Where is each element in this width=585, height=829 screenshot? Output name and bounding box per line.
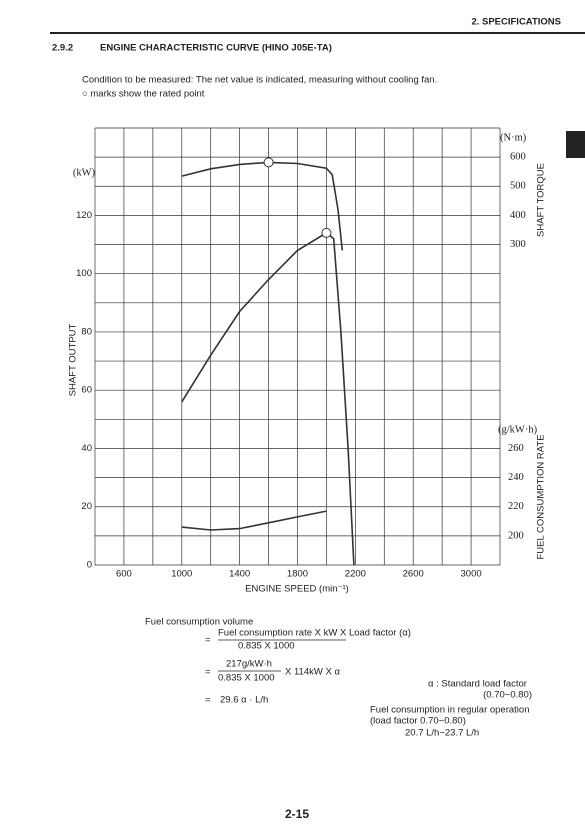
y3-tick-label: 260 <box>508 443 524 454</box>
y-tick-label: 100 <box>76 268 92 279</box>
y-tick-label: 0 <box>87 560 92 571</box>
y2-tick-label: 300 <box>510 239 526 250</box>
x-tick-label: 2600 <box>403 569 424 580</box>
equals: = <box>205 667 211 678</box>
curve <box>181 510 327 531</box>
result: 29.6 α · L/h <box>220 695 268 706</box>
y3-label: FUEL CONSUMPTION RATE <box>536 434 547 559</box>
y2-tick-label: 600 <box>510 152 526 163</box>
numerator: Fuel consumption rate X kW X Load factor… <box>218 628 411 639</box>
side-note: α : Standard load factor <box>428 679 527 690</box>
y-tick-label: 40 <box>81 443 92 454</box>
y2-tick-label: 500 <box>510 181 526 192</box>
curve <box>181 231 355 566</box>
y2-unit: (N·m) <box>500 132 527 143</box>
equals: = <box>205 695 211 706</box>
rated-point <box>263 157 274 168</box>
y-label: SHAFT OUTPUT <box>68 323 79 396</box>
side-note: 20.7 L/h~23.7 L/h <box>405 728 479 739</box>
y-tick-label: 120 <box>76 210 92 221</box>
denominator: 0.835 X 1000 <box>218 673 275 684</box>
chapter-tab <box>566 131 585 158</box>
note: Condition to be measured: The net value … <box>82 75 437 86</box>
x-tick-label: 1400 <box>229 569 250 580</box>
factor: X 114kW X α <box>285 667 340 678</box>
side-note: (0.70~0.80) <box>483 690 532 701</box>
y-tick-label: 80 <box>81 326 92 337</box>
curve <box>181 161 344 251</box>
page-number: 2-15 <box>285 807 309 821</box>
y3-tick-label: 220 <box>508 501 524 512</box>
chapter-title: 2. SPECIFICATIONS <box>471 17 561 28</box>
x-tick-label: 3000 <box>461 569 482 580</box>
side-note: Fuel consumption in regular operation <box>370 705 529 716</box>
y-tick-label: 60 <box>81 385 92 396</box>
section-title: ENGINE CHARACTERISTIC CURVE (HINO J05E-T… <box>100 43 332 54</box>
rated-point <box>321 227 332 238</box>
y2-label: SHAFT TORQUE <box>536 163 547 237</box>
y-unit: (kW) <box>73 167 96 178</box>
numerator: 217g/kW·h <box>226 659 272 670</box>
section-number: 2.9.2 <box>52 43 73 54</box>
equals: = <box>205 635 211 646</box>
denominator: 0.835 X 1000 <box>238 641 295 652</box>
x-tick-label: 2200 <box>345 569 366 580</box>
y3-unit: (g/kW·h) <box>498 424 538 435</box>
y2-tick-label: 400 <box>510 210 526 221</box>
x-tick-label: 1000 <box>171 569 192 580</box>
y-tick-label: 20 <box>81 501 92 512</box>
y3-tick-label: 240 <box>508 472 524 483</box>
formula-label: Fuel consumption volume <box>145 617 253 628</box>
side-note: (load factor 0.70~0.80) <box>370 716 466 727</box>
y3-tick-label: 200 <box>508 530 524 541</box>
chart: (kW) SHAFT OUTPUT (N·m) SHAFT TORQUE (g/… <box>68 127 547 595</box>
note: ○ marks show the rated point <box>82 89 205 100</box>
x-tick-label: 600 <box>116 569 132 580</box>
x-tick-label: 1800 <box>287 569 308 580</box>
x-label: ENGINE SPEED (min⁻¹) <box>245 584 349 595</box>
